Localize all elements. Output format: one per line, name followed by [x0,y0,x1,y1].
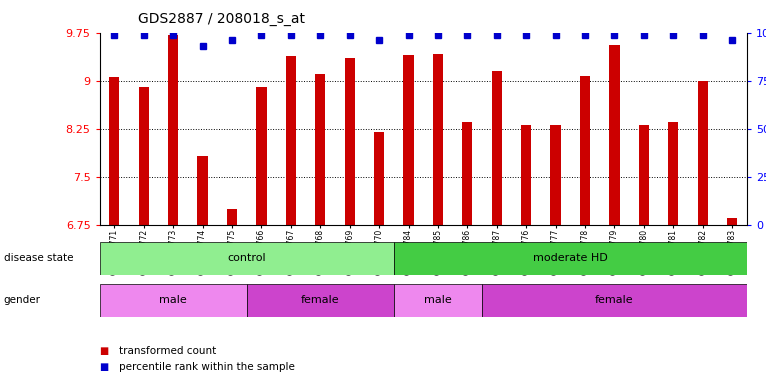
Text: disease state: disease state [4,253,74,263]
Bar [168,35,178,225]
Bar [100,242,394,275]
Bar [394,242,747,275]
Text: male: male [159,295,187,306]
Text: moderate HD: moderate HD [533,253,607,263]
Text: male: male [424,295,452,306]
Bar [404,55,414,225]
Text: ■: ■ [100,346,109,356]
Bar [698,81,708,225]
Bar [198,156,208,225]
Bar [668,122,679,225]
Bar [286,56,296,225]
Text: female: female [595,295,633,306]
Bar [394,284,482,317]
Text: gender: gender [4,295,41,306]
Text: transformed count: transformed count [119,346,216,356]
Bar [639,126,649,225]
Bar [247,284,394,317]
Bar [139,87,149,225]
Text: GDS2887 / 208018_s_at: GDS2887 / 208018_s_at [138,12,305,25]
Bar [227,209,237,225]
Bar [551,126,561,225]
Bar [345,58,355,225]
Bar [482,284,747,317]
Text: ■: ■ [100,362,109,372]
Bar [433,54,443,225]
Bar [100,284,247,317]
Bar [462,122,473,225]
Bar [609,45,620,225]
Text: female: female [301,295,339,306]
Bar [727,218,738,225]
Bar [492,71,502,225]
Text: control: control [228,253,266,263]
Bar [580,76,590,225]
Bar [521,126,532,225]
Bar [257,87,267,225]
Bar [374,132,385,225]
Bar [315,74,326,225]
Text: percentile rank within the sample: percentile rank within the sample [119,362,295,372]
Bar [109,78,119,225]
